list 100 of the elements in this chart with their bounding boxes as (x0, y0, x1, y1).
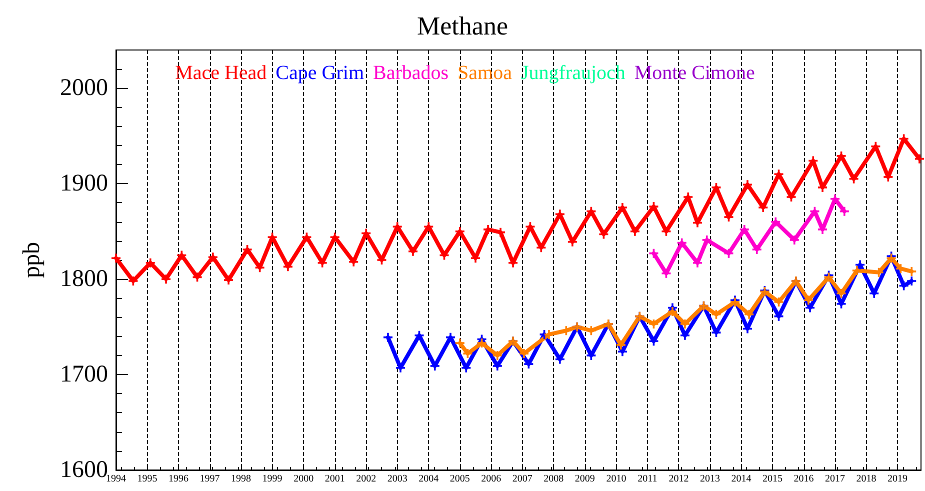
legend-label: Jungfraujoch (520, 62, 626, 84)
point (871, 142, 880, 151)
point (396, 363, 405, 372)
point (712, 328, 721, 338)
point (907, 276, 916, 286)
x-tick-label: 1996 (168, 474, 189, 484)
point (668, 307, 677, 316)
point (662, 226, 671, 236)
x-tick-label: 2017 (825, 474, 846, 484)
point (555, 354, 564, 364)
x-tick-label: 2011 (638, 474, 658, 484)
point (649, 202, 658, 212)
x-tick-label: 2009 (574, 474, 595, 484)
point (477, 338, 486, 348)
point (430, 361, 440, 370)
x-tick-label: 2001 (324, 474, 345, 484)
x-tick-label: 2018 (856, 474, 876, 484)
point (836, 151, 846, 160)
point (146, 258, 155, 268)
x-tick-label: 2015 (762, 474, 783, 484)
point (692, 258, 702, 268)
point (349, 257, 358, 266)
point (804, 296, 813, 305)
x-tick-label: 2002 (356, 474, 376, 484)
point (492, 361, 502, 370)
point (702, 235, 712, 244)
y-tick-label: 2000 (60, 75, 108, 102)
y-tick-label: 1900 (60, 170, 108, 197)
point (740, 224, 749, 234)
point (242, 245, 252, 254)
x-tick-label: 1995 (137, 474, 158, 484)
point (849, 174, 858, 184)
point (774, 170, 784, 179)
x-tick-label: 1998 (231, 474, 252, 484)
point (758, 203, 768, 212)
point (790, 235, 799, 244)
point (492, 350, 502, 360)
y-tick-label: 1600 (60, 457, 108, 483)
point (519, 349, 528, 358)
point (536, 243, 546, 252)
point (680, 330, 690, 340)
x-tick-label: 2016 (794, 474, 814, 484)
x-tick-label: 2014 (731, 474, 752, 484)
point (555, 210, 564, 219)
point (680, 319, 690, 328)
point (392, 222, 402, 232)
point (526, 222, 535, 232)
point (283, 262, 292, 272)
point (208, 252, 218, 262)
point (649, 319, 658, 328)
point (383, 332, 392, 342)
point (870, 288, 879, 298)
point (856, 260, 865, 270)
legend-label: Monte Cimone (634, 62, 756, 84)
text: Mace Head (175, 62, 267, 84)
point (830, 194, 840, 204)
point (744, 310, 754, 319)
point (742, 180, 752, 190)
x-tick-label: 2004 (418, 474, 439, 484)
point (462, 363, 471, 372)
point (568, 237, 577, 246)
text: Barbados (372, 62, 449, 84)
point (616, 340, 626, 350)
x-tick-label: 2012 (668, 474, 689, 484)
y-tick-label: 1700 (60, 362, 108, 388)
x-tick-label: 2007 (512, 474, 532, 484)
point (752, 245, 762, 254)
x-tick-label: 2006 (481, 474, 502, 484)
x-tick-label: 1997 (200, 474, 220, 484)
point (408, 246, 418, 256)
point (112, 254, 120, 263)
point (907, 266, 916, 276)
point (618, 203, 627, 212)
point (128, 276, 138, 286)
point (524, 360, 534, 369)
point (662, 268, 671, 278)
point (330, 232, 340, 242)
x-tick-label: 2003 (387, 474, 408, 484)
point (162, 274, 171, 284)
point (362, 228, 371, 238)
x-tick-label: 2005 (450, 474, 470, 484)
point (774, 298, 784, 306)
point (446, 332, 456, 342)
x-tick-label: 1994 (106, 474, 126, 484)
point (840, 206, 849, 216)
point (255, 263, 264, 272)
point (771, 217, 780, 226)
point (455, 226, 464, 236)
point (414, 330, 424, 340)
y-tick-label: 1800 (60, 266, 108, 292)
chart-title: Methane (417, 12, 508, 40)
point (496, 228, 506, 237)
text: Cape Grim (276, 62, 364, 84)
point (463, 349, 472, 358)
point (896, 264, 906, 274)
y-axis-title: ppb (19, 242, 45, 278)
x-tick-label: 2000 (294, 474, 314, 484)
point (786, 192, 796, 202)
point (471, 254, 480, 263)
x-tick-label: 2019 (888, 474, 908, 484)
